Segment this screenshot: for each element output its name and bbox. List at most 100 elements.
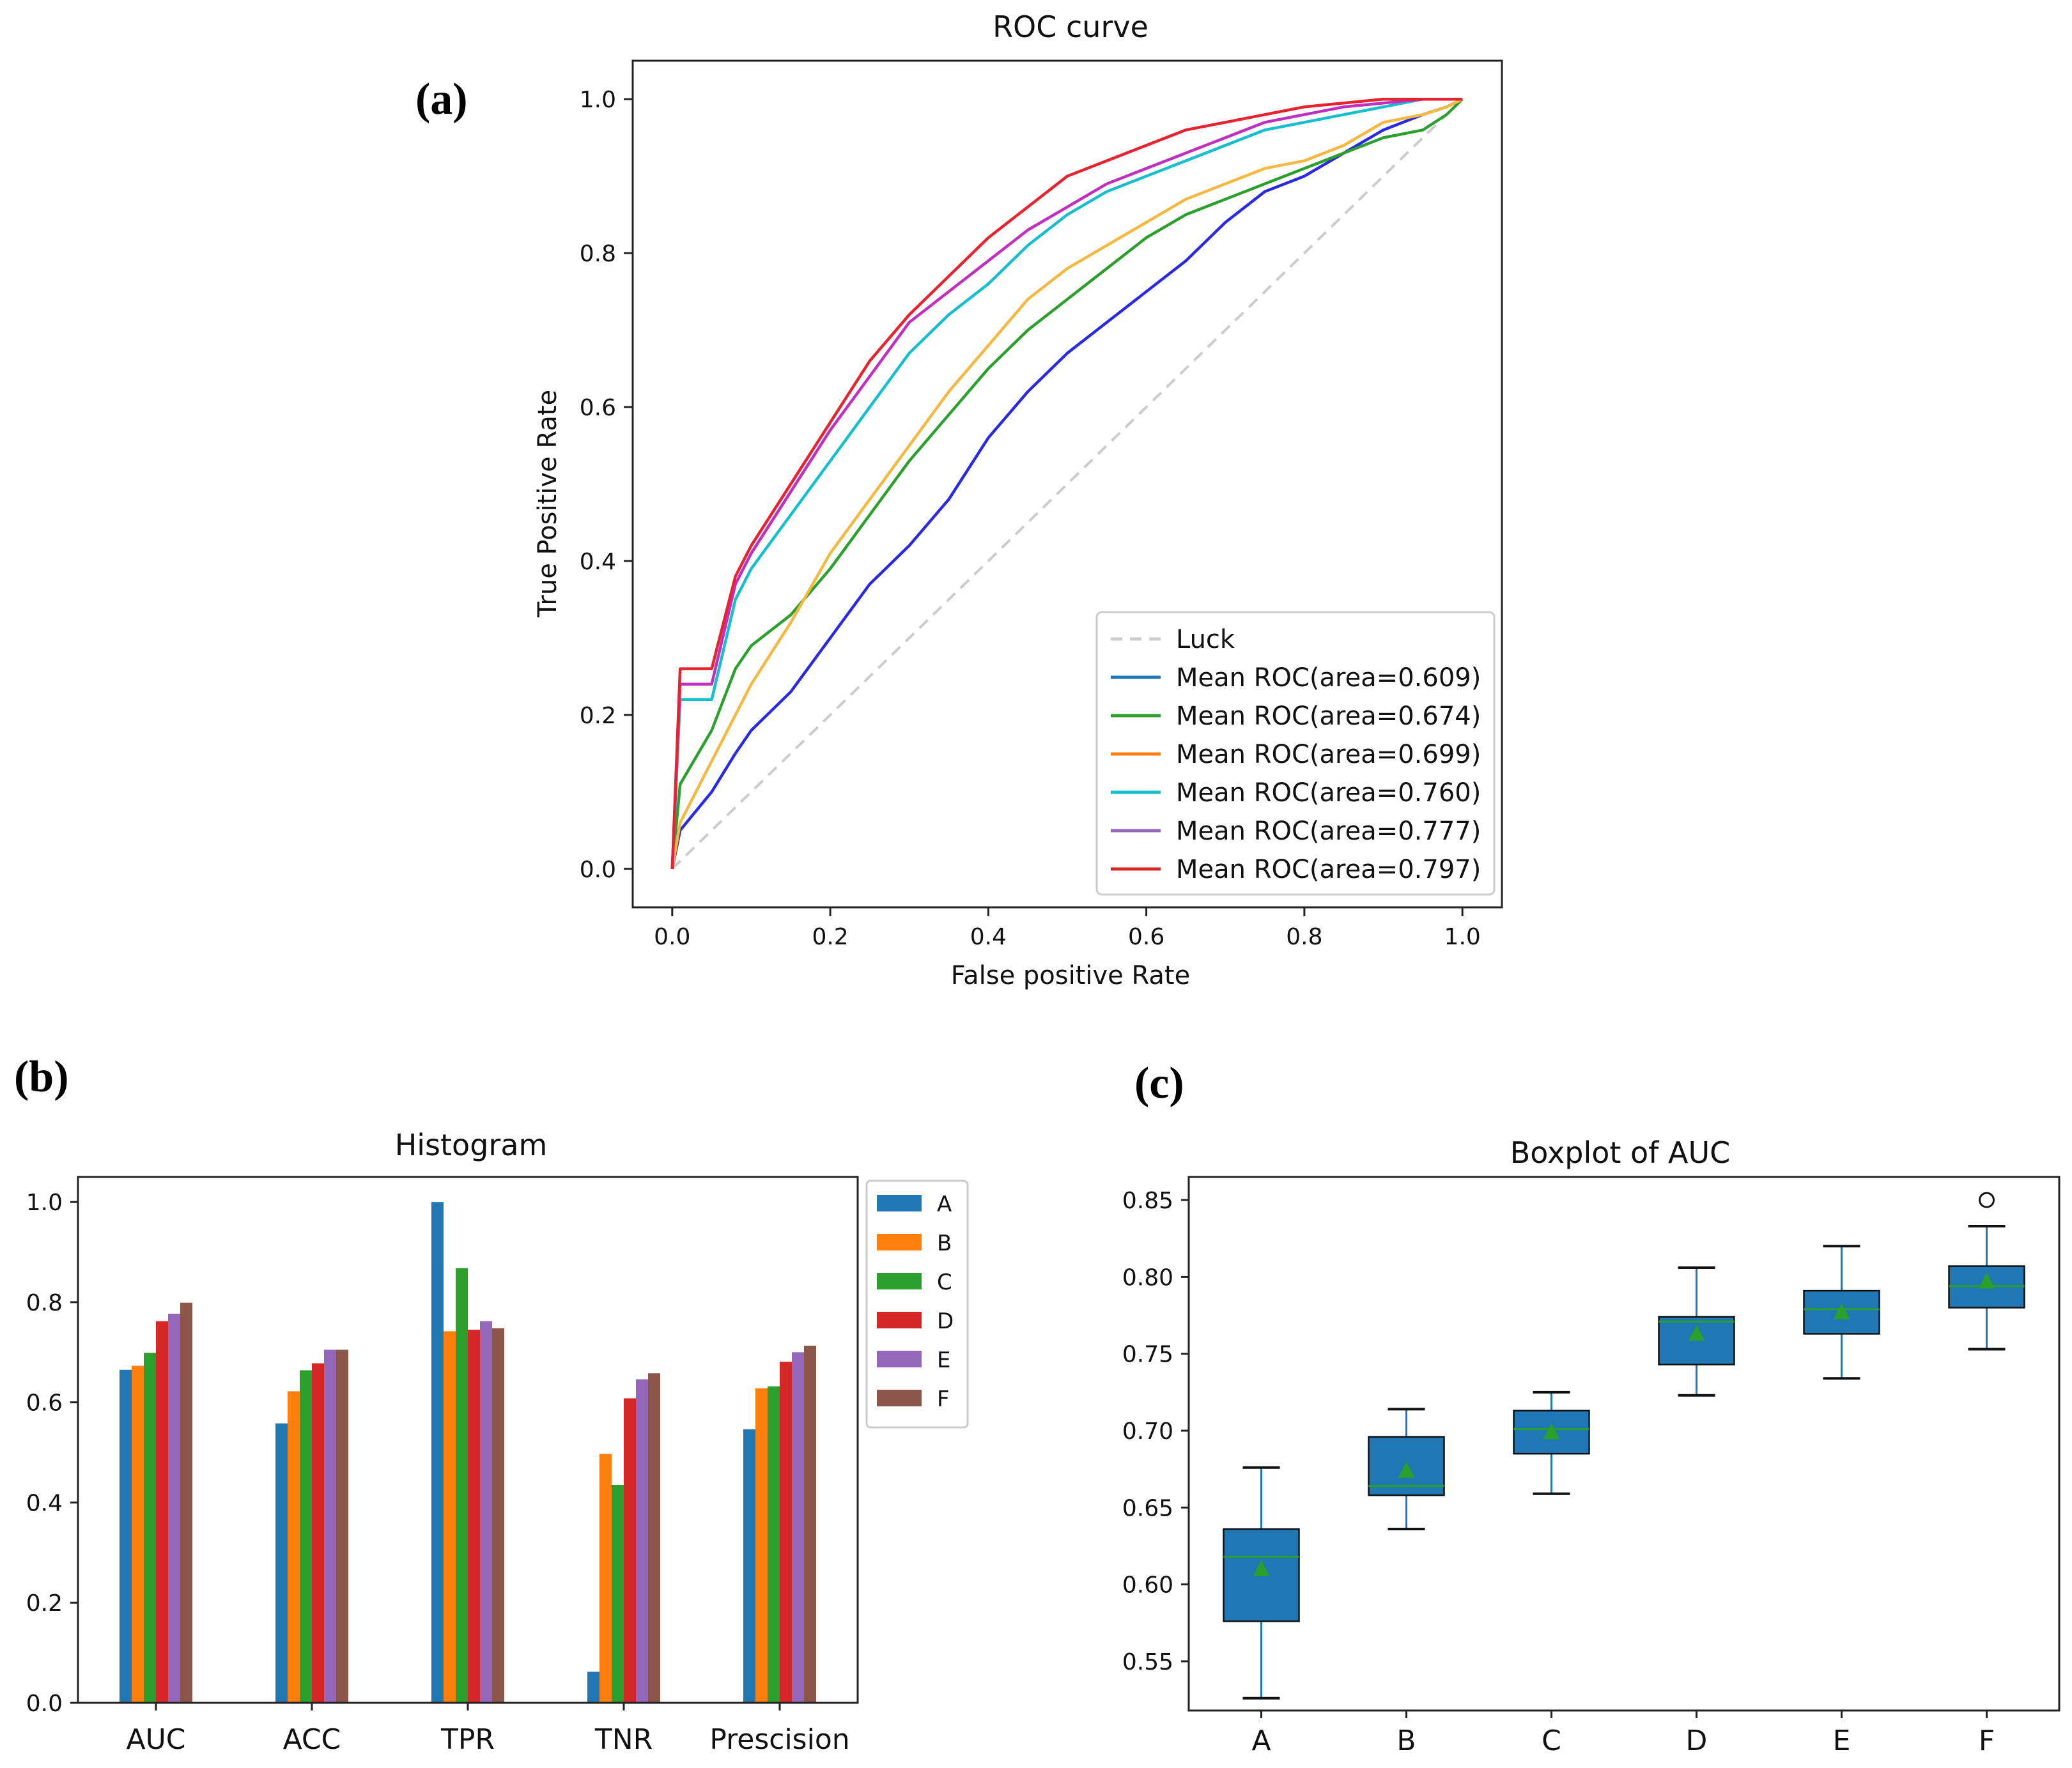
histogram-bar <box>636 1379 648 1703</box>
boxplot-box-group <box>1513 1390 1590 1495</box>
boxplot-mean-marker <box>1253 1560 1270 1576</box>
histogram-bar <box>456 1268 468 1703</box>
boxplot-box-group <box>1658 1266 1735 1397</box>
roc-xtick-label: 0.4 <box>970 924 1007 950</box>
histogram-legend-swatch <box>877 1273 922 1289</box>
histogram-bar <box>743 1429 755 1703</box>
roc-ytick-label: 1.0 <box>580 87 616 113</box>
boxplot-xtick-label: F <box>1979 1725 1995 1757</box>
histogram-bar <box>132 1365 144 1703</box>
histogram-bar <box>755 1388 768 1703</box>
histogram-bar <box>156 1321 168 1703</box>
histogram-bar <box>180 1302 192 1703</box>
histogram-bar <box>468 1330 480 1703</box>
panel-label-a: (a) <box>415 75 468 124</box>
roc-curve-panel: (a) ROC curve False positive Rate True P… <box>415 10 1503 990</box>
panel-label-c: (c) <box>1134 1059 1184 1108</box>
histogram-bar <box>492 1328 504 1703</box>
histogram-bar <box>612 1485 624 1703</box>
boxplot-ytick-label: 0.60 <box>1122 1572 1173 1599</box>
boxplot-box-group <box>1223 1466 1300 1700</box>
histogram-legend-entry: B <box>937 1231 952 1256</box>
histogram-xtick-label: TPR <box>440 1723 495 1756</box>
roc-plot-area: 0.0 0.2 0.4 0.6 0.8 1.0 0.0 0.2 0.4 0.6 0.8 1.0 Luck… <box>580 59 1503 950</box>
histogram-legend-entry: A <box>937 1192 952 1217</box>
histogram-legend-entry: F <box>937 1387 950 1412</box>
roc-axes-frame <box>631 59 1503 909</box>
roc-series-line-2 <box>670 98 1464 870</box>
boxplot-panel: (c) Boxplot of AUC A B C D E F 0.55 0.60 0.65 0.7… <box>1122 1059 2060 1757</box>
histogram-ytick-label: 0.2 <box>26 1590 63 1617</box>
histogram-bar <box>168 1313 180 1703</box>
histogram-bar <box>768 1386 780 1703</box>
histogram-bar <box>624 1398 636 1703</box>
histogram-bar <box>288 1391 300 1703</box>
histogram-ytick-label: 0.0 <box>26 1691 63 1717</box>
roc-legend-entry: Luck <box>1176 625 1235 654</box>
histogram-bar <box>648 1373 660 1703</box>
roc-xtick-label: 0.0 <box>654 924 690 950</box>
histogram-panel: (b) Histogram AUC ACC TPR TNR Prescision 0.0 0… <box>14 1052 969 1756</box>
histogram-bar <box>587 1672 599 1703</box>
histogram-xtick-label: TNR <box>594 1723 653 1756</box>
histogram-bar <box>804 1346 816 1703</box>
roc-title: ROC curve <box>993 10 1148 44</box>
histogram-legend-swatch <box>877 1234 922 1250</box>
histogram-xtick-label: Prescision <box>709 1723 849 1756</box>
histogram-plot-area: AUC ACC TPR TNR Prescision 0.0 0.2 0.4 0.6 0.8 1.0… <box>26 1176 969 1756</box>
histogram-xtick-label: ACC <box>283 1723 341 1756</box>
histogram-legend-swatch <box>877 1390 922 1406</box>
roc-xtick-label: 0.2 <box>812 924 848 950</box>
roc-legend-entry: Mean ROC(area=0.674) <box>1176 702 1481 731</box>
boxplot-box-group <box>1948 1192 2025 1351</box>
histogram-bar <box>120 1369 132 1703</box>
boxplot-xtick-label: C <box>1542 1725 1561 1757</box>
histogram-bar <box>444 1331 456 1703</box>
histogram-legend-entry: E <box>937 1348 950 1373</box>
roc-legend-box <box>1095 611 1496 896</box>
roc-ylabel: True Positive Rate <box>533 390 562 618</box>
boxplot-xtick-label: A <box>1251 1725 1271 1757</box>
boxplot-ytick-label: 0.55 <box>1122 1649 1173 1675</box>
boxplot-ytick-label: 0.65 <box>1122 1495 1173 1521</box>
boxplot-mean-marker <box>1688 1325 1705 1341</box>
roc-legend-entry: Mean ROC(area=0.609) <box>1176 663 1481 693</box>
panel-label-b: (b) <box>14 1052 69 1102</box>
histogram-legend-swatch <box>877 1195 922 1211</box>
histogram-xtick-label: AUC <box>126 1723 185 1756</box>
histogram-legend-swatch <box>877 1351 922 1367</box>
boxplot-mean-marker <box>1833 1303 1850 1319</box>
histogram-ytick-label: 0.6 <box>26 1390 63 1417</box>
boxplot-xtick-label: D <box>1686 1725 1708 1757</box>
roc-legend-entry: Mean ROC(area=0.699) <box>1176 740 1481 769</box>
histogram-bar <box>324 1349 336 1703</box>
boxplot-mean-marker <box>1978 1272 1995 1289</box>
roc-series-line-4 <box>670 97 1463 869</box>
roc-series-line-5 <box>670 97 1463 869</box>
boxplot-xtick-label: E <box>1833 1725 1851 1757</box>
roc-xtick-label: 0.8 <box>1286 924 1322 950</box>
histogram-bar <box>431 1202 444 1703</box>
roc-ytick-label: 0.4 <box>580 549 616 575</box>
histogram-bar <box>480 1321 492 1703</box>
roc-ytick-label: 0.2 <box>580 703 616 729</box>
boxplot-xtick-label: B <box>1396 1725 1416 1757</box>
histogram-ytick-label: 0.4 <box>26 1490 63 1516</box>
boxplot-box-group <box>1368 1408 1445 1531</box>
roc-legend-entry: Mean ROC(area=0.777) <box>1176 817 1481 846</box>
roc-legend-entry: Mean ROC(area=0.797) <box>1176 855 1481 884</box>
roc-xtick-label: 0.6 <box>1128 924 1164 950</box>
boxplot-axes-frame <box>1187 1176 2060 1712</box>
boxplot-mean-marker <box>1398 1461 1415 1478</box>
boxplot-ytick-label: 0.70 <box>1122 1418 1173 1445</box>
histogram-legend-entry: D <box>937 1309 954 1334</box>
boxplot-mean-marker <box>1543 1423 1560 1440</box>
histogram-bar <box>336 1349 348 1703</box>
histogram-title: Histogram <box>395 1128 548 1162</box>
boxplot-ytick-label: 0.85 <box>1122 1188 1173 1214</box>
histogram-bar <box>312 1363 324 1703</box>
boxplot-plot-area: A B C D E F 0.55 0.60 0.65 0.70 0.75 0.80 0.85 <box>1122 1176 2060 1757</box>
histogram-ytick-label: 1.0 <box>26 1190 63 1216</box>
histogram-bar <box>792 1352 804 1703</box>
